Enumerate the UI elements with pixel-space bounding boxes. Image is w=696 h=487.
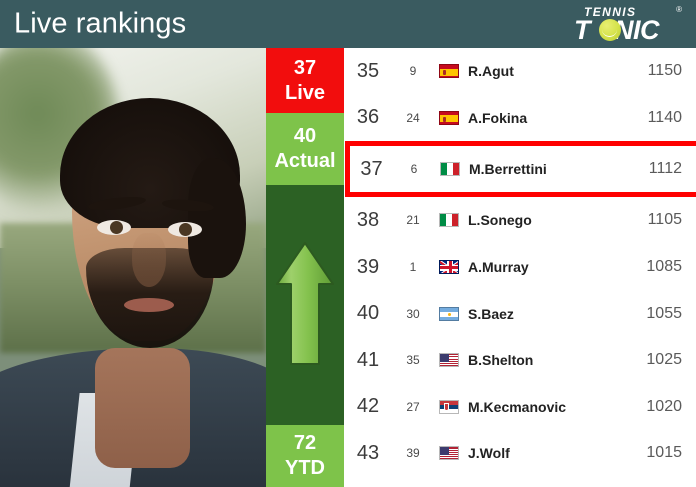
table-row[interactable]: 41 35 B.Shelton 1025 bbox=[344, 336, 696, 384]
table-row[interactable]: 40 30 S.Baez 1055 bbox=[344, 290, 696, 337]
cell-points: 1025 bbox=[646, 351, 682, 369]
cell-player-name[interactable]: M.Kecmanovic bbox=[468, 398, 567, 415]
status-column: 37 Live 40 Actual 72 YTD bbox=[266, 48, 344, 487]
table-row[interactable]: 36 24 A.Fokina 1140 bbox=[344, 94, 696, 142]
table-row-highlighted[interactable]: 37 6 M.Berrettini 1112 bbox=[345, 141, 696, 198]
cell-actual-rank: 21 bbox=[406, 213, 420, 228]
cell-actual-rank: 30 bbox=[406, 306, 420, 321]
tennis-ball-icon bbox=[599, 19, 621, 41]
cell-live-rank: 35 bbox=[356, 59, 380, 82]
cell-points: 1105 bbox=[647, 211, 682, 229]
cell-player-name[interactable]: L.Sonego bbox=[468, 212, 532, 229]
cell-live-rank: 42 bbox=[356, 395, 380, 418]
ytd-value: 72 bbox=[293, 432, 317, 454]
logo-bottom-text: T NIC bbox=[574, 15, 660, 45]
cell-points: 1020 bbox=[646, 397, 682, 415]
flag-icon-gbr bbox=[439, 260, 459, 275]
ytd-badge: 72 YTD bbox=[266, 425, 344, 487]
page-title: Live rankings bbox=[14, 7, 187, 40]
cell-flag bbox=[434, 260, 464, 275]
cell-actual-rank: 24 bbox=[406, 110, 420, 125]
flag-icon-usa bbox=[439, 446, 459, 461]
cell-flag bbox=[434, 399, 464, 414]
registered-mark: ® bbox=[676, 5, 682, 14]
table-row[interactable]: 35 9 R.Agut 1150 bbox=[344, 48, 696, 95]
table-row[interactable]: 43 39 J.Wolf 1015 bbox=[344, 430, 696, 477]
cell-points: 1055 bbox=[646, 304, 682, 322]
cell-player-name[interactable]: B.Shelton bbox=[468, 352, 534, 369]
cell-flag bbox=[435, 162, 465, 177]
cell-live-rank: 41 bbox=[356, 348, 380, 371]
trend-indicator bbox=[266, 185, 344, 425]
cell-live-rank: 37 bbox=[360, 157, 383, 180]
tennis-tonic-logo[interactable]: TENNIS ® T NIC bbox=[566, 4, 686, 46]
cell-player-name[interactable]: M.Berrettini bbox=[469, 161, 547, 178]
cell-flag bbox=[434, 353, 464, 368]
cell-points: 1140 bbox=[647, 108, 682, 126]
cell-live-rank: 38 bbox=[356, 208, 380, 231]
live-rank-badge: 37 Live bbox=[266, 48, 344, 113]
cell-player-name[interactable]: R.Agut bbox=[468, 63, 514, 80]
cell-points: 1150 bbox=[647, 62, 682, 80]
cell-flag bbox=[434, 213, 464, 228]
cell-live-rank: 43 bbox=[356, 441, 380, 464]
cell-player-name[interactable]: J.Wolf bbox=[468, 445, 510, 462]
flag-icon-ita bbox=[440, 162, 460, 177]
cell-player-name[interactable]: S.Baez bbox=[468, 305, 514, 322]
photo-lips bbox=[124, 298, 174, 312]
player-photo bbox=[0, 48, 266, 487]
cell-flag bbox=[434, 64, 464, 79]
photo-pupil-left bbox=[110, 221, 123, 234]
cell-actual-rank: 6 bbox=[410, 162, 418, 177]
live-rank-label: Live bbox=[284, 81, 326, 104]
cell-actual-rank: 9 bbox=[409, 64, 417, 79]
cell-actual-rank: 27 bbox=[406, 399, 420, 414]
cell-live-rank: 36 bbox=[356, 106, 380, 129]
logo-letter-t: T bbox=[574, 15, 591, 45]
header-bar: Live rankings TENNIS ® T NIC bbox=[0, 0, 696, 48]
cell-flag bbox=[434, 306, 464, 321]
photo-neck bbox=[95, 348, 190, 468]
table-row[interactable]: 39 1 A.Murray 1085 bbox=[344, 243, 696, 291]
flag-icon-esp bbox=[439, 110, 459, 125]
cell-player-name[interactable]: A.Murray bbox=[468, 259, 529, 276]
flag-icon-usa bbox=[439, 353, 459, 368]
rankings-table: 35 9 R.Agut 1150 36 24 A.Fokina 1140 37 6 M.Berret… bbox=[344, 48, 696, 487]
flag-icon-srb bbox=[439, 399, 459, 414]
flag-icon-ita bbox=[439, 213, 459, 228]
ytd-label: YTD bbox=[285, 457, 325, 479]
logo-top-text: TENNIS bbox=[584, 5, 637, 19]
arrow-up-icon bbox=[276, 242, 334, 365]
actual-rank-value: 40 bbox=[293, 125, 317, 147]
live-rank-value: 37 bbox=[293, 56, 317, 79]
logo-letters-nic: NIC bbox=[614, 15, 660, 45]
actual-rank-badge: 40 Actual bbox=[266, 113, 344, 185]
cell-points: 1112 bbox=[648, 160, 682, 178]
cell-actual-rank: 1 bbox=[409, 260, 417, 275]
flag-icon-arg bbox=[439, 306, 459, 321]
cell-flag bbox=[434, 446, 464, 461]
cell-points: 1085 bbox=[646, 258, 682, 276]
cell-actual-rank: 35 bbox=[406, 353, 420, 368]
photo-hair-side bbox=[188, 158, 246, 278]
cell-player-name[interactable]: A.Fokina bbox=[468, 109, 528, 126]
cell-points: 1015 bbox=[646, 444, 682, 462]
actual-rank-label: Actual bbox=[274, 150, 336, 172]
photo-pupil-right bbox=[179, 223, 192, 236]
photo-nose bbox=[132, 233, 166, 287]
cell-live-rank: 39 bbox=[356, 255, 380, 278]
flag-icon-esp bbox=[439, 64, 459, 79]
cell-live-rank: 40 bbox=[356, 302, 380, 325]
table-row[interactable]: 38 21 L.Sonego 1105 bbox=[344, 197, 696, 244]
table-row[interactable]: 42 27 M.Kecmanovic 1020 bbox=[344, 383, 696, 431]
cell-actual-rank: 39 bbox=[406, 446, 420, 461]
cell-flag bbox=[434, 110, 464, 125]
